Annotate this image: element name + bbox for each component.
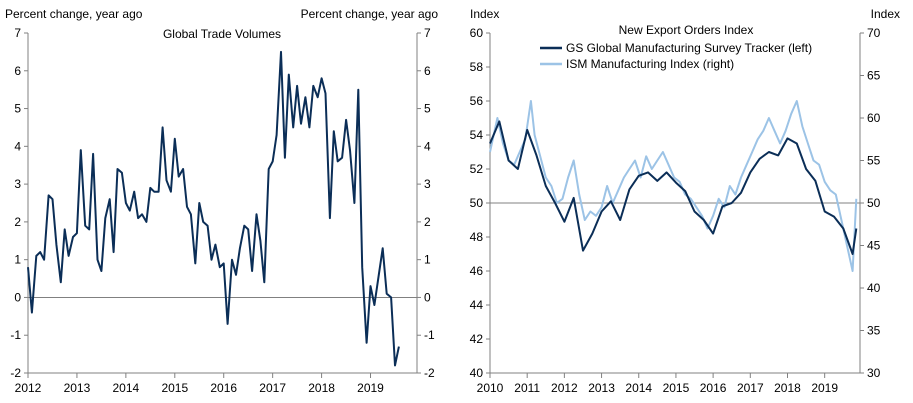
left-chart-series-line	[27, 50, 400, 367]
left-chart-ytick-label-right: -2	[424, 366, 435, 380]
right-chart-xtick-label: 2012	[551, 381, 578, 395]
right-chart-ytick-label-right: 35	[867, 324, 881, 338]
left-chart-ytick-label-left: -2	[10, 366, 21, 380]
right-chart-xtick-label: 2014	[625, 381, 652, 395]
left-chart-xtick-label: 2015	[161, 381, 188, 395]
left-chart-ytick-label-left: 2	[14, 215, 21, 229]
right-chart-ytick-label-right: 65	[867, 69, 881, 83]
left-chart-ytick-label-right: 3	[424, 177, 431, 191]
left-chart-ytick-label-left: 0	[14, 290, 21, 304]
right-chart-xtick-label: 2018	[774, 381, 801, 395]
right-chart-xtick-label: 2017	[737, 381, 764, 395]
right-chart-xtick-label: 2013	[588, 381, 615, 395]
left-chart-ytick-label-right: 6	[424, 64, 431, 78]
right-chart-ytick-label-left: 60	[470, 26, 484, 40]
left-chart-ytick-label-right: 0	[424, 290, 431, 304]
left-chart-ytick-label-left: 3	[14, 177, 21, 191]
right-chart-xtick-label: 2011	[514, 381, 540, 395]
left-chart-xtick-label: 2013	[64, 381, 91, 395]
right-chart-ytick-label-left: 56	[470, 94, 484, 108]
left-chart-ytick-label-left: 4	[14, 139, 21, 153]
right-chart-ytick-label-left: 54	[470, 128, 484, 142]
left-chart-ytick-label-left: 1	[14, 253, 21, 267]
right-chart-ytick-label-right: 30	[867, 366, 881, 380]
left-chart-xtick-label: 2014	[113, 381, 140, 395]
left-chart-ytick-label-right: 2	[424, 215, 431, 229]
right-chart-ytick-label-left: 44	[470, 298, 484, 312]
right-chart-ytick-label-right: 50	[867, 196, 881, 210]
left-chart-ytick-label-left: 5	[14, 102, 21, 116]
right-chart-series-line-gs-tracker	[489, 120, 858, 255]
right-chart-ytick-label-left: 46	[470, 264, 484, 278]
left-chart-ylabel-left: Percent change, year ago	[5, 7, 143, 21]
left-chart-ytick-label-left: 7	[14, 26, 21, 40]
left-chart-xtick-label: 2017	[259, 381, 286, 395]
left-chart-ylabel-right: Percent change, year ago	[301, 7, 439, 21]
left-chart-ytick-label-right: 4	[424, 139, 431, 153]
right-chart-title: New Export Orders Index	[619, 23, 754, 37]
left-chart-xtick-label: 2018	[308, 381, 335, 395]
left-chart-xtick-label: 2019	[357, 381, 384, 395]
right-chart-ytick-label-right: 45	[867, 239, 881, 253]
legend-label: ISM Manufacturing Index (right)	[566, 57, 734, 71]
right-chart-ytick-label-left: 50	[470, 196, 484, 210]
right-chart-xtick-label: 2019	[811, 381, 838, 395]
right-chart-ytick-label-right: 55	[867, 154, 881, 168]
right-chart-ytick-label-left: 48	[470, 230, 484, 244]
right-chart-ytick-label-left: 58	[470, 60, 484, 74]
right-chart-ytick-label-left: 52	[470, 162, 484, 176]
left-chart-title: Global Trade Volumes	[163, 27, 281, 41]
right-chart-ylabel-right: Index	[871, 7, 900, 21]
left-chart-ytick-label-left: -1	[10, 328, 21, 342]
right-chart-ylabel-left: Index	[470, 7, 499, 21]
left-chart-ytick-label-right: 7	[424, 26, 431, 40]
right-chart-ytick-label-right: 40	[867, 281, 881, 295]
right-chart-ytick-label-right: 70	[867, 26, 881, 40]
right-chart-xtick-label: 2016	[700, 381, 727, 395]
left-chart-xtick-label: 2012	[15, 381, 42, 395]
left-chart-ytick-label-right: -1	[424, 328, 435, 342]
right-chart-xtick-label: 2015	[663, 381, 690, 395]
legend-label: GS Global Manufacturing Survey Tracker (…	[566, 41, 812, 55]
right-chart-xtick-label: 2010	[477, 381, 504, 395]
left-chart-ytick-label-left: 6	[14, 64, 21, 78]
left-chart-ytick-label-right: 5	[424, 102, 431, 116]
right-chart-ytick-label-right: 60	[867, 111, 881, 125]
right-chart-ytick-label-left: 42	[470, 332, 484, 346]
right-chart-series-line-ism	[489, 100, 858, 272]
right-chart-ytick-label-left: 40	[470, 366, 484, 380]
left-chart-ytick-label-right: 1	[424, 253, 431, 267]
left-chart-xtick-label: 2016	[210, 381, 237, 395]
